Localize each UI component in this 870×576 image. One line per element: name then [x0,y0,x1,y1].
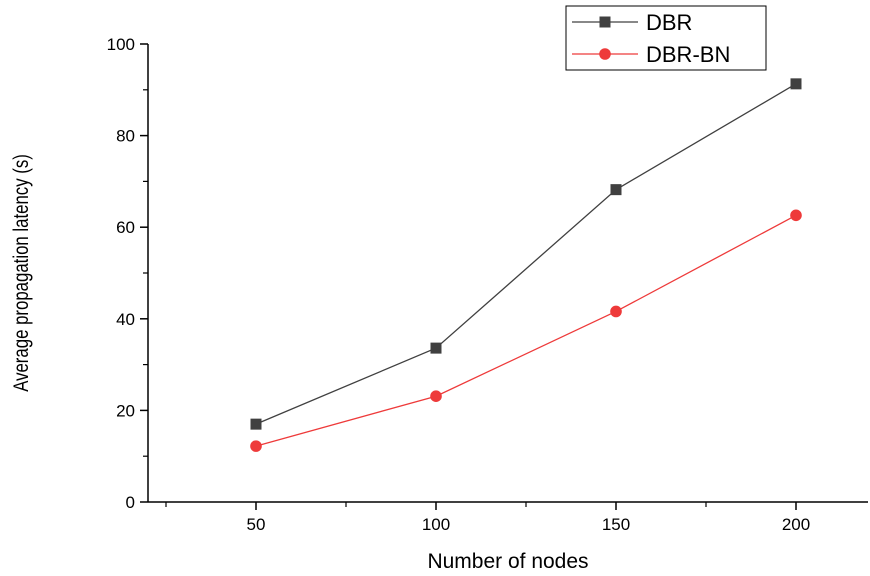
legend: DBR DBR-BN [565,5,767,71]
data-point-dbr [430,342,442,354]
legend-label-dbr-bn: DBR-BN [646,42,730,67]
y-tick-label: 100 [107,35,135,54]
data-point-dbr [790,78,802,90]
legend-marker-dbr-bn [599,48,611,60]
x-axis-ticks: 50 100 150 200 [165,502,810,534]
x-axis-title: Number of nodes [427,550,588,573]
data-point-dbr [250,418,262,430]
series-layer [250,78,802,452]
y-axis-title: Average propagation latency (s) [10,154,33,392]
plot-frame [147,44,868,503]
y-tick-label: 20 [116,401,135,420]
y-tick-label: 80 [116,127,135,146]
y-tick-label: 0 [126,493,135,512]
y-tick-label: 40 [116,310,135,329]
x-tick-label: 100 [422,515,450,534]
x-tick-label: 50 [247,515,266,534]
data-point-dbr-bn [430,390,442,403]
y-axis-ticks: 0 20 40 60 80 100 [107,35,148,512]
y-tick-label: 60 [116,218,135,237]
legend-box [565,5,767,71]
series-line-dbr-bn [255,214,797,447]
data-point-dbr [610,184,622,196]
x-tick-label: 200 [782,515,810,534]
data-point-dbr-bn [250,440,262,452]
legend-label-dbr: DBR [646,10,692,35]
data-point-dbr-bn [610,305,622,318]
legend-marker-dbr [599,16,611,28]
x-tick-label: 150 [602,515,630,534]
series-line-dbr [255,83,797,425]
data-point-dbr-bn [790,209,802,222]
